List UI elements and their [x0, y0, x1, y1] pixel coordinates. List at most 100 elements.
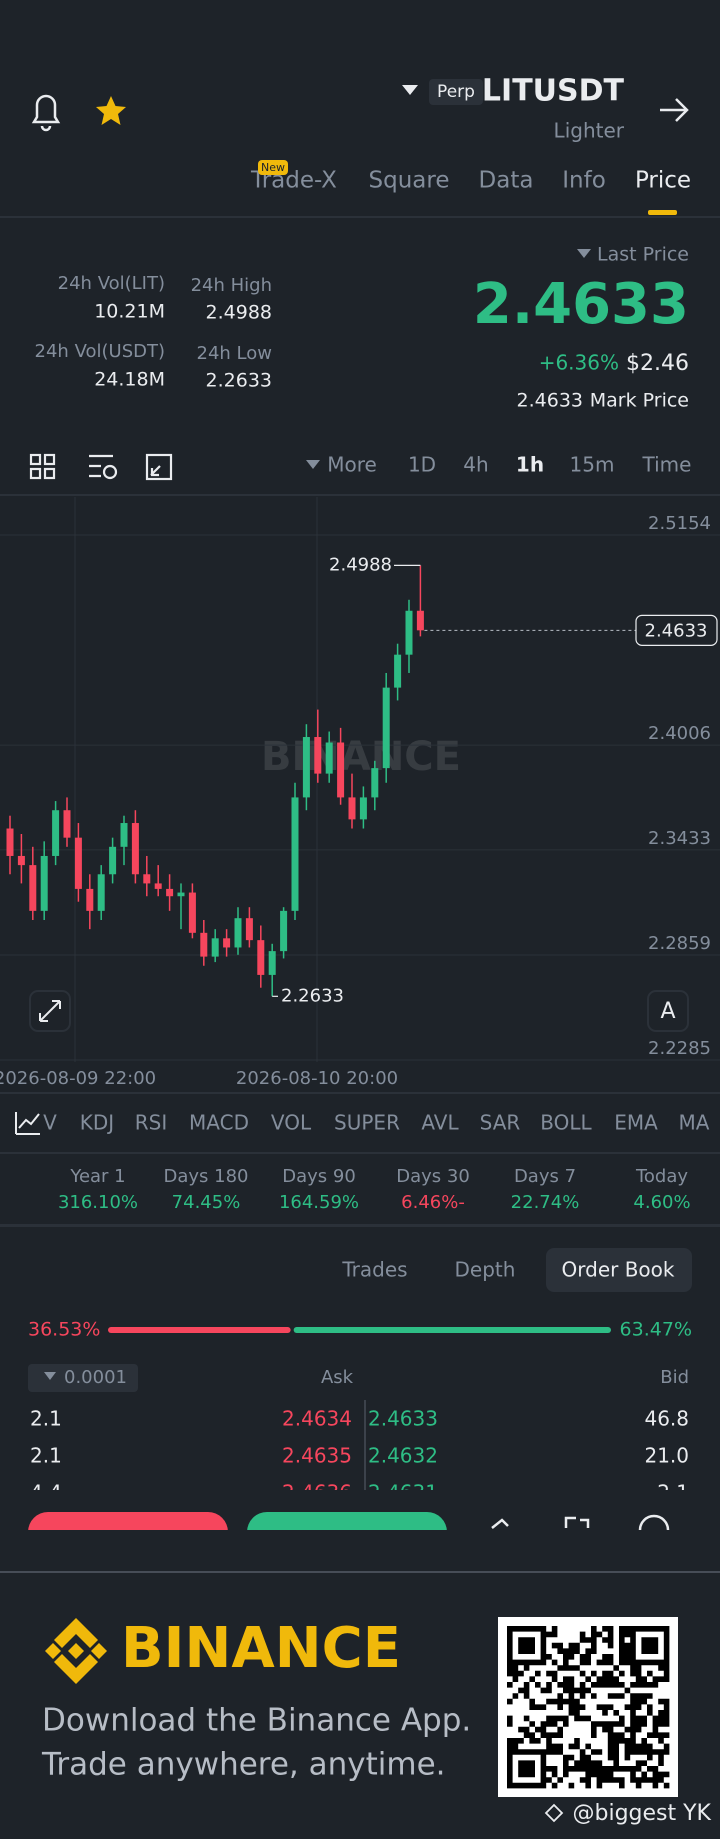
mark-price: 2.4633: [517, 390, 583, 412]
period-value: 6.46%-: [401, 1192, 465, 1213]
ask-price: 2.4635: [282, 1444, 352, 1468]
price-label: Last Price: [597, 244, 689, 266]
y-tick-label: 2.5154: [648, 513, 711, 534]
candle-body: [177, 892, 185, 897]
interval[interactable]: 4h: [463, 453, 488, 477]
tab[interactable]: Data: [479, 168, 534, 194]
period-label: Today: [635, 1166, 688, 1187]
contract-badge: [429, 79, 483, 105]
tab-active[interactable]: Price: [635, 168, 691, 194]
candle-body: [52, 810, 60, 856]
candle-body: [394, 654, 402, 688]
toolbar-icons[interactable]: [29, 453, 173, 481]
expand-icon: [39, 1000, 61, 1022]
usd-price: $2.46: [626, 351, 689, 376]
indicator[interactable]: V: [43, 1111, 57, 1135]
indicator[interactable]: MACD: [189, 1111, 249, 1135]
credit: @biggest YK: [573, 1801, 712, 1826]
book-tab[interactable]: Trades: [341, 1258, 407, 1282]
candle-body: [63, 810, 71, 838]
symbol: LITUSDT: [482, 74, 625, 109]
price-dropdown[interactable]: [577, 249, 591, 258]
high-label: 2.4988: [329, 554, 392, 575]
indicator-icon[interactable]: [15, 1112, 40, 1135]
candle-body: [314, 737, 322, 774]
buy-ratio-bar: [293, 1327, 611, 1333]
buy-ratio: 63.47%: [620, 1319, 692, 1341]
bell-icon[interactable]: [31, 94, 61, 132]
period-label: Days 7: [514, 1166, 576, 1187]
mode-button-bg[interactable]: [647, 990, 689, 1032]
stat-value: 2.2633: [206, 370, 272, 392]
y-tick-label: 2.3433: [648, 828, 711, 849]
more-dropdown[interactable]: [306, 460, 320, 469]
dropdown-arrow[interactable]: [402, 85, 418, 95]
bid-qty: 46.8: [644, 1407, 689, 1431]
precision[interactable]: 0.0001: [64, 1367, 127, 1388]
precision-pill[interactable]: [28, 1364, 138, 1392]
interval[interactable]: 1D: [408, 453, 436, 477]
go-arrow[interactable]: [660, 98, 689, 122]
tab-pill: [546, 1248, 692, 1292]
interval[interactable]: More: [327, 453, 377, 477]
sell-ratio: 36.53%: [28, 1319, 100, 1341]
bid-price: 2.4633: [368, 1407, 438, 1431]
stat-label: 24h High: [191, 275, 272, 296]
contract-label: Perp: [437, 82, 475, 102]
indicator[interactable]: VOL: [271, 1111, 312, 1135]
book-tab[interactable]: Depth: [455, 1258, 516, 1282]
indicator[interactable]: AVL: [421, 1111, 459, 1135]
candle-body: [234, 918, 242, 948]
indicator[interactable]: SUPER: [334, 1111, 400, 1135]
bid-header: Bid: [660, 1367, 689, 1388]
candle-body: [97, 874, 105, 911]
candle-body: [154, 883, 162, 889]
candle-body: [291, 797, 299, 911]
period-label: Days 30: [396, 1166, 470, 1187]
tab[interactable]: Square: [369, 168, 450, 194]
indicator[interactable]: EMA: [614, 1111, 658, 1135]
interval-active[interactable]: 1h: [516, 453, 544, 477]
low-label: 2.2633: [281, 985, 344, 1006]
period-value: 74.45%: [172, 1192, 241, 1213]
interval[interactable]: 15m: [570, 453, 615, 477]
mode-button[interactable]: A: [660, 999, 675, 1024]
price-change: +6.36%: [539, 351, 619, 375]
bottom-icons[interactable]: [491, 1514, 670, 1531]
indicator[interactable]: MA: [679, 1111, 710, 1135]
candle-body: [29, 865, 37, 911]
indicator[interactable]: SAR: [480, 1111, 521, 1135]
candlestick-chart: BINANCE 2.5154 2.4006 2.3433 2.2859 2.2285 20…: [0, 497, 720, 1089]
candle-body: [120, 823, 128, 847]
tab[interactable]: Info: [562, 168, 606, 194]
candle-body: [131, 823, 139, 875]
candle-body: [371, 768, 379, 798]
sell-ratio-bar: [108, 1327, 291, 1333]
stat-label: 24h Vol(USDT): [35, 341, 165, 362]
last-price: 2.4633: [473, 272, 689, 337]
candle-body: [382, 687, 390, 769]
footer-line: Download the Binance App.: [42, 1703, 471, 1739]
candle-body: [143, 874, 151, 884]
bid-qty: 2.1: [657, 1481, 689, 1505]
interval[interactable]: Time: [642, 453, 692, 477]
watermark: BINANCE: [261, 734, 461, 780]
brand: BINANCE: [121, 1616, 401, 1681]
candle-body: [280, 910, 288, 952]
ask-qty: 4.4: [30, 1481, 62, 1505]
candle-body: [416, 610, 424, 631]
stat-value: 10.21M: [94, 301, 165, 323]
bid-qty: 21.0: [644, 1444, 689, 1468]
candle-body: [405, 610, 413, 655]
candle-body: [6, 828, 14, 856]
x-tick-label: 2026-08-10 20:00: [236, 1068, 398, 1089]
candle-body: [74, 837, 82, 889]
candle-body: [188, 892, 196, 933]
indicator[interactable]: BOLL: [540, 1111, 592, 1135]
book-tab-active[interactable]: Order Book: [562, 1258, 675, 1282]
favorite-star[interactable]: [96, 96, 126, 125]
indicator[interactable]: RSI: [135, 1111, 168, 1135]
new-badge-bg: [258, 160, 288, 175]
indicator[interactable]: KDJ: [80, 1111, 114, 1135]
